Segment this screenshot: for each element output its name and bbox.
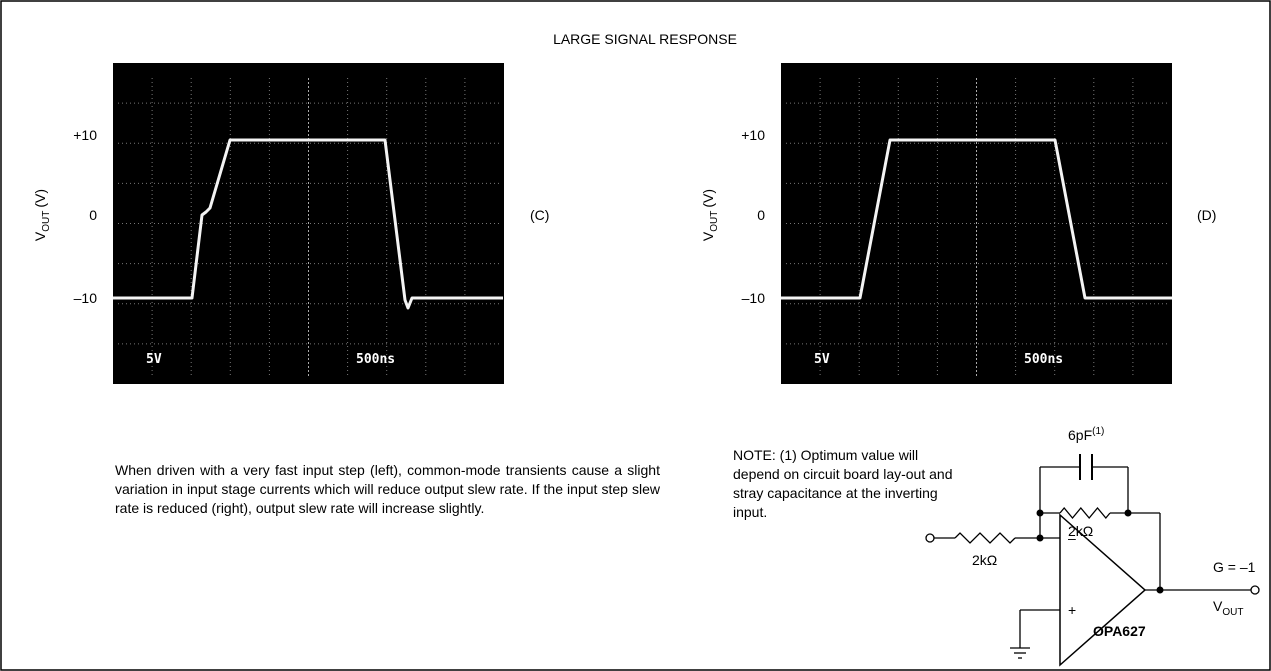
node <box>1156 586 1164 594</box>
axis-unit: (V) <box>700 189 716 208</box>
axis-symbol: V <box>32 231 48 241</box>
figure-title: LARGE SIGNAL RESPONSE <box>553 31 737 47</box>
opamp <box>1059 513 1147 667</box>
output-label: VOUT <box>1213 598 1243 618</box>
y-tick-label: –10 <box>74 290 98 306</box>
y-tick-label: +10 <box>73 127 97 143</box>
input-resistor-label: 2kΩ <box>972 552 997 568</box>
capacitor-value: 6pF <box>1068 427 1092 443</box>
note: NOTE: (1) Optimum value will depend on c… <box>733 447 953 520</box>
feedback-resistor <box>1059 506 1111 520</box>
capacitor-label: 6pF(1) <box>1068 426 1104 443</box>
output-subscript: OUT <box>1222 607 1243 618</box>
panel-label: (C) <box>530 207 549 223</box>
axis-symbol: V <box>700 231 716 241</box>
capacitor-note: (1) <box>1092 426 1104 437</box>
axis-subscript: OUT <box>41 211 52 232</box>
y-tick-label: 0 <box>757 207 765 223</box>
scope-volts: 5V <box>146 352 162 367</box>
scope-trace <box>113 138 503 310</box>
gain-label: G = –1 <box>1213 559 1256 575</box>
scope-time: 500ns <box>356 352 395 367</box>
description: When driven with a very fast input step … <box>115 462 660 516</box>
y-tick-label: +10 <box>741 127 765 143</box>
scope-time: 500ns <box>1024 352 1063 367</box>
y-axis-label: VOUT (V) <box>32 189 52 241</box>
y-axis-label: VOUT (V) <box>700 189 720 241</box>
input-resistor <box>954 532 1016 544</box>
panel-label: (D) <box>1197 207 1216 223</box>
scope-trace <box>781 138 1172 300</box>
scope-volts: 5V <box>814 352 830 367</box>
axis-subscript: OUT <box>709 211 720 232</box>
amplifier-label: OPA627 <box>1093 623 1146 639</box>
output-symbol: V <box>1213 598 1223 614</box>
feedback-resistor-label: 2kΩ <box>1068 523 1093 539</box>
y-tick-label: 0 <box>89 207 97 223</box>
terminal <box>925 533 935 543</box>
y-tick-label: –10 <box>742 290 766 306</box>
terminal <box>1250 585 1260 595</box>
inverting-label: – <box>1068 530 1076 546</box>
non-inverting-label: + <box>1068 602 1076 618</box>
axis-unit: (V) <box>32 189 48 208</box>
